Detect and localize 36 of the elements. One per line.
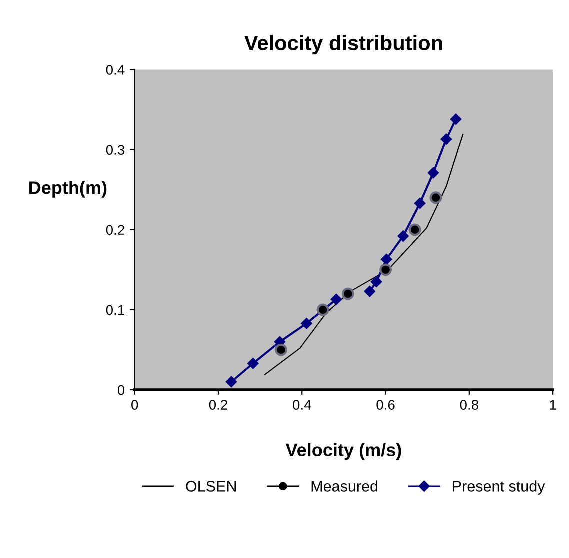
x-tick-label: 1 [550,400,556,410]
chart-title: Velocity distribution [244,35,442,55]
x-tick-label: 0.4 [293,400,312,410]
x-axis-title: Velocity (m/s) [286,443,402,460]
point [440,134,452,146]
y-tick-label: 0.4 [106,65,125,75]
point [381,254,392,266]
point [414,198,426,210]
point [275,344,288,356]
point [248,358,259,370]
point [450,114,462,125]
point [398,230,409,242]
y-tick-label: 0.3 [106,145,125,155]
y-tick-label: 0.2 [106,225,124,236]
x-tick-label: 0.8 [460,400,478,410]
point [370,276,382,288]
x-tick-label: 0 [132,400,138,410]
legend-label: Present study [453,480,546,495]
legend-label: OLSEN [186,481,236,492]
point [226,376,238,388]
y-tick-label: 0 [118,385,125,396]
point [316,304,330,316]
point [408,224,422,236]
y-tick-label: 0.1 [106,305,124,316]
point [330,294,342,306]
y-axis-title: Depth(m) [30,181,107,198]
point [380,264,392,276]
point [301,318,312,330]
line-series [264,134,464,376]
point [428,167,440,179]
x-tick-label: 0.2 [209,400,228,410]
point [430,192,442,204]
point [364,286,376,298]
x-tick-label: 0.6 [376,400,395,410]
point [342,288,354,300]
legend-label: Measured [312,480,378,492]
